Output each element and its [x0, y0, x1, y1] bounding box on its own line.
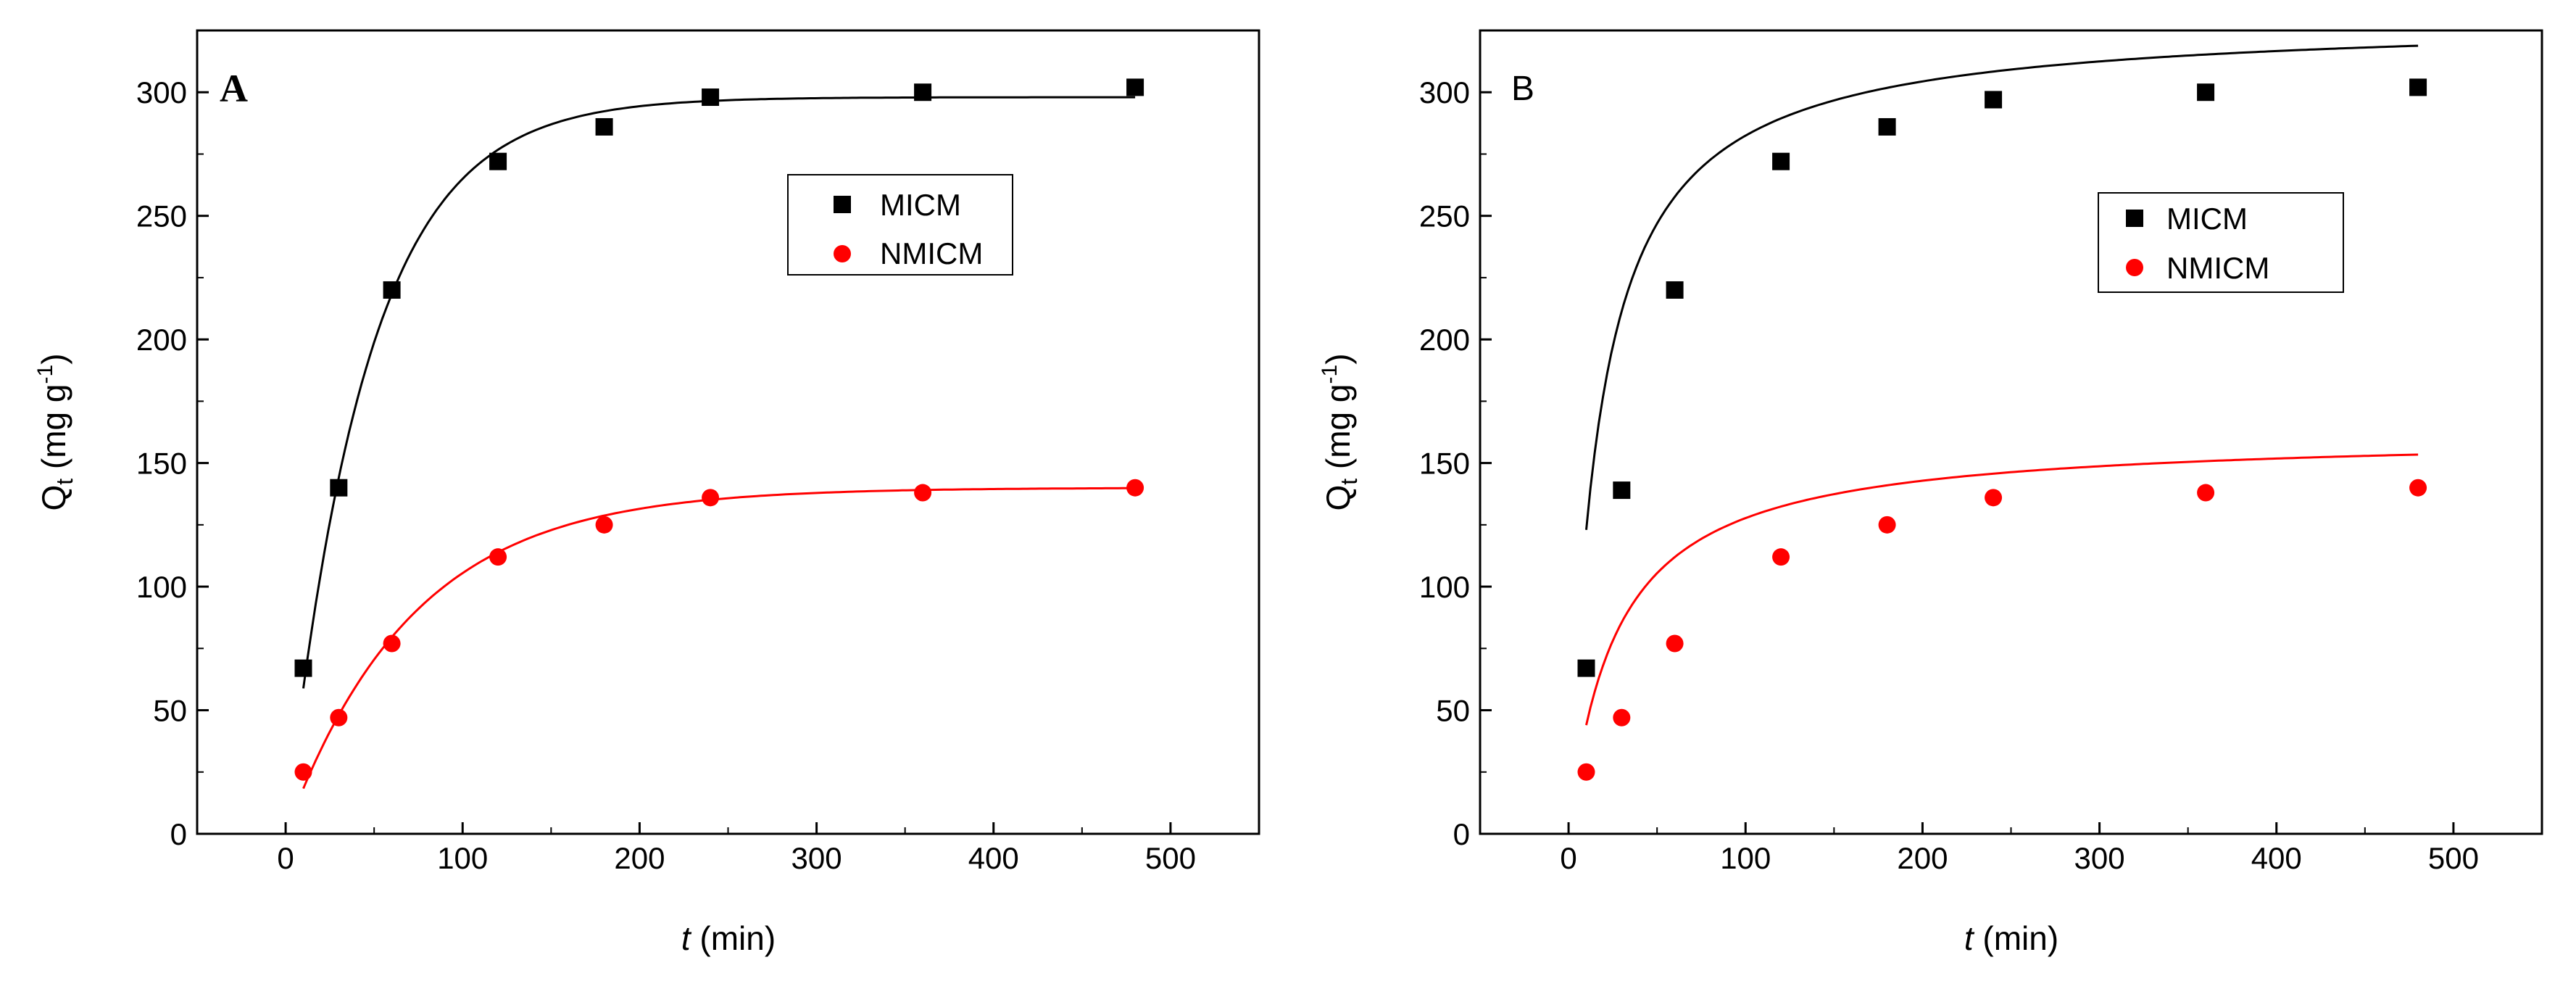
y-axis-title: Qt (mg g-1): [33, 353, 78, 510]
y-tick-label: 150: [136, 447, 187, 481]
data-point-micm: [702, 88, 720, 107]
panel-a: 0 100 200 300 400 500 0 50 100 150 200 250 300 A MIC…: [33, 29, 1260, 957]
x-tick-label: 500: [1145, 841, 1196, 875]
y-tick-label: 200: [136, 323, 187, 357]
legend-marker-nmicm: [834, 245, 851, 262]
data-point-nmicm: [2197, 484, 2215, 502]
data-point-nmicm: [383, 634, 401, 653]
panel-label: A: [220, 67, 248, 110]
data-point-nmicm: [595, 516, 613, 534]
data-point-nmicm: [914, 484, 932, 502]
legend-box: [787, 174, 1013, 276]
x-tick-label: 400: [2251, 841, 2302, 875]
data-point-nmicm: [1613, 708, 1631, 727]
data-point-group: [1577, 78, 2427, 781]
plot-frame: [1479, 29, 2543, 835]
panel-b: 0 100 200 300 400 500 0 50 100 150 200 250 300 B MIC…: [1318, 29, 2543, 957]
x-tick-label: 0: [1560, 841, 1576, 875]
data-point-nmicm: [1985, 489, 2003, 507]
data-point-micm: [489, 152, 507, 170]
legend-label-nmicm: NMICM: [2166, 251, 2269, 285]
y-tick-label: 200: [1419, 323, 1470, 357]
data-point-micm: [1126, 78, 1144, 96]
y-tick-label: 50: [153, 694, 187, 728]
x-tick-label: 400: [968, 841, 1019, 875]
tick-group: 0 100 200 300 400 500 0 50 100 150 200 250 300: [136, 75, 1260, 875]
x-axis-title: t (min): [1964, 919, 2058, 957]
y-tick-label: 150: [1419, 447, 1470, 481]
fit-curve-group: [302, 96, 1136, 790]
x-tick-label: 200: [614, 841, 665, 875]
y-tick-label: 300: [136, 75, 187, 109]
data-point-micm: [1772, 152, 1790, 170]
legend-marker-micm: [2126, 210, 2143, 227]
y-tick-label: 300: [1419, 75, 1470, 109]
x-tick-label: 500: [2428, 841, 2479, 875]
data-point-micm: [1878, 117, 1896, 136]
data-point-group: [294, 78, 1144, 781]
y-tick-label: 50: [1436, 694, 1470, 728]
y-tick-label: 250: [1419, 199, 1470, 233]
y-axis-title: Qt (mg g-1): [1318, 353, 1362, 510]
x-tick-label: 100: [1720, 841, 1771, 875]
data-point-nmicm: [489, 548, 507, 566]
data-point-micm: [383, 281, 401, 299]
data-point-nmicm: [1666, 634, 1684, 653]
x-axis-title: t (min): [681, 919, 776, 957]
fit-curve-group: [1585, 44, 2419, 726]
data-point-micm: [2197, 83, 2215, 102]
data-point-micm: [1577, 659, 1595, 677]
fit-curve-micm: [1585, 44, 2419, 530]
legend-box: [2098, 192, 2344, 293]
fit-curve-nmicm: [302, 487, 1136, 790]
plot-frame: [196, 29, 1260, 835]
fit-curve-micm: [302, 96, 1136, 689]
data-point-nmicm: [1126, 479, 1144, 497]
legend: MICM NMICM: [787, 174, 1013, 276]
panel-label: B: [1511, 70, 1534, 108]
x-tick-label: 300: [792, 841, 842, 875]
data-point-nmicm: [1772, 548, 1790, 566]
data-point-nmicm: [294, 763, 312, 781]
data-point-micm: [330, 479, 348, 497]
y-tick-label: 250: [136, 199, 187, 233]
data-point-micm: [1666, 281, 1684, 299]
x-tick-label: 0: [277, 841, 294, 875]
y-tick-label: 100: [136, 570, 187, 604]
fit-curve-nmicm: [1585, 453, 2419, 726]
data-point-micm: [1613, 481, 1631, 500]
x-tick-label: 300: [2074, 841, 2125, 875]
legend-marker-micm: [834, 196, 851, 213]
y-tick-label: 0: [1453, 817, 1470, 851]
y-tick-label: 0: [170, 817, 187, 851]
data-point-micm: [595, 117, 613, 136]
x-tick-label: 200: [1897, 841, 1948, 875]
legend-marker-nmicm: [2126, 259, 2143, 276]
data-point-micm: [294, 659, 312, 677]
legend: MICM NMICM: [2098, 192, 2344, 293]
x-tick-label: 100: [437, 841, 488, 875]
data-point-micm: [2409, 78, 2427, 96]
legend-label-micm: MICM: [880, 188, 961, 222]
legend-label-micm: MICM: [2166, 202, 2248, 236]
data-point-nmicm: [330, 708, 348, 727]
data-point-nmicm: [702, 489, 720, 507]
y-tick-label: 100: [1419, 570, 1470, 604]
legend-label-nmicm: NMICM: [880, 236, 983, 270]
data-point-nmicm: [2409, 479, 2427, 497]
data-point-micm: [914, 83, 932, 102]
data-point-micm: [1985, 91, 2003, 109]
data-point-nmicm: [1878, 516, 1896, 534]
data-point-nmicm: [1577, 763, 1595, 781]
tick-group: 0 100 200 300 400 500 0 50 100 150 200 250 300: [1419, 75, 2543, 875]
